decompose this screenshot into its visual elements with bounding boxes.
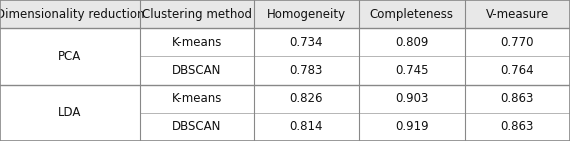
Bar <box>0 56 140 85</box>
Bar <box>465 0 570 28</box>
Bar <box>254 28 359 56</box>
Text: Clustering method: Clustering method <box>142 8 251 21</box>
Bar <box>0 28 140 56</box>
Text: 0.863: 0.863 <box>500 120 534 133</box>
Text: 0.809: 0.809 <box>395 36 429 49</box>
Bar <box>254 56 359 85</box>
Text: PCA: PCA <box>58 50 82 63</box>
Bar <box>140 85 254 113</box>
Text: DBSCAN: DBSCAN <box>172 64 221 77</box>
Text: 0.903: 0.903 <box>395 92 429 105</box>
Text: DBSCAN: DBSCAN <box>172 120 221 133</box>
Text: Dimensionality reduction: Dimensionality reduction <box>0 8 144 21</box>
Bar <box>254 113 359 141</box>
Bar <box>359 0 465 28</box>
Bar <box>254 85 359 113</box>
Bar <box>465 85 570 113</box>
Bar <box>359 85 465 113</box>
Text: 0.734: 0.734 <box>290 36 323 49</box>
Text: 0.863: 0.863 <box>500 92 534 105</box>
Bar <box>359 113 465 141</box>
Text: 0.745: 0.745 <box>395 64 429 77</box>
Text: V-measure: V-measure <box>486 8 549 21</box>
Text: Completeness: Completeness <box>370 8 454 21</box>
Text: 0.814: 0.814 <box>290 120 323 133</box>
Bar <box>254 0 359 28</box>
Bar <box>359 28 465 56</box>
Bar <box>0 0 140 28</box>
Text: K-means: K-means <box>172 36 222 49</box>
Bar <box>0 85 140 141</box>
Text: 0.770: 0.770 <box>500 36 534 49</box>
Text: 0.919: 0.919 <box>395 120 429 133</box>
Text: LDA: LDA <box>58 106 82 119</box>
Bar <box>140 113 254 141</box>
Bar <box>0 113 140 141</box>
Text: Homogeneity: Homogeneity <box>267 8 346 21</box>
Text: 0.783: 0.783 <box>290 64 323 77</box>
Bar <box>465 56 570 85</box>
Text: 0.764: 0.764 <box>500 64 534 77</box>
Bar <box>140 56 254 85</box>
Text: K-means: K-means <box>172 92 222 105</box>
Text: 0.826: 0.826 <box>290 92 323 105</box>
Bar <box>140 0 254 28</box>
Bar <box>0 85 140 113</box>
Bar <box>0 28 140 85</box>
Bar <box>140 28 254 56</box>
Bar <box>465 28 570 56</box>
Bar <box>465 113 570 141</box>
Bar <box>359 56 465 85</box>
